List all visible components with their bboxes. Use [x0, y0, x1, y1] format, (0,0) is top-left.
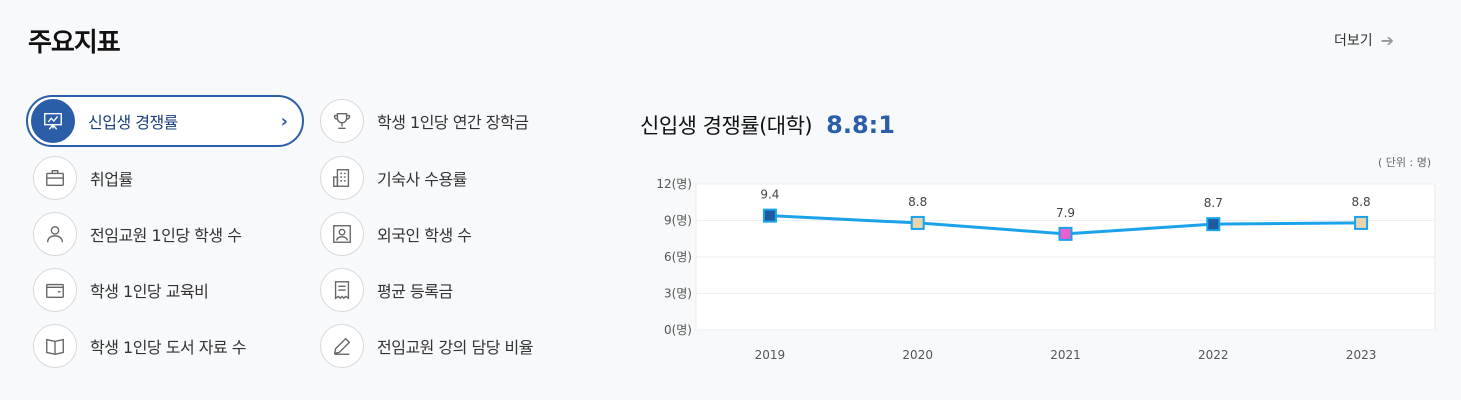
- data-point: [910, 215, 925, 230]
- y-tick-label: 3(명): [664, 287, 692, 301]
- menu-item-average-tuition[interactable]: 평균 등록금: [320, 264, 453, 316]
- unit-label: ( 단위 : 명): [1378, 156, 1432, 169]
- y-tick-label: 12(명): [656, 177, 692, 191]
- page-title: 주요지표: [28, 28, 121, 58]
- briefcase-icon: [33, 156, 77, 200]
- data-label: 8.8: [1352, 195, 1371, 209]
- data-point: [1058, 226, 1073, 241]
- menu-item-scholarship[interactable]: 학생 1인당 연간 장학금: [320, 95, 529, 147]
- menu-item-books-per-student[interactable]: 학생 1인당 도서 자료 수: [33, 320, 247, 372]
- y-tick-label: 9(명): [664, 214, 692, 228]
- data-point: [1354, 215, 1369, 230]
- line-chart: 12(명) 9(명) 6(명) 3(명) 0(명) 2019 2020 2021 2022 202…: [656, 177, 1436, 362]
- building-icon: [320, 156, 364, 200]
- x-tick-label: 2019: [755, 348, 786, 362]
- menu-item-label: 학생 1인당 교육비: [90, 282, 209, 301]
- menu-item-education-cost[interactable]: 학생 1인당 교육비: [33, 264, 209, 316]
- presentation-board-icon: [31, 99, 75, 143]
- data-label: 7.9: [1056, 206, 1075, 220]
- x-tick-label: 2021: [1050, 348, 1081, 362]
- data-label: 8.8: [908, 195, 927, 209]
- menu-item-label: 학생 1인당 연간 장학금: [377, 113, 529, 132]
- menu-item-label: 평균 등록금: [377, 282, 453, 301]
- arrow-right-icon: ➔: [1380, 30, 1395, 50]
- x-tick-label: 2023: [1346, 348, 1377, 362]
- chevron-right-icon: ›: [280, 110, 288, 132]
- menu-item-students-per-faculty[interactable]: 전임교원 1인당 학생 수: [33, 208, 242, 260]
- menu-item-employment-rate[interactable]: 취업률: [33, 152, 133, 204]
- x-tick-label: 2022: [1198, 348, 1229, 362]
- menu-item-label: 기숙사 수용률: [377, 170, 467, 189]
- more-label: 더보기: [1334, 33, 1373, 49]
- indicator-menu: 신입생 경쟁률 › 취업률 전임교원 1인당 학생 수 학생 1인당 교육비 학…: [26, 95, 618, 375]
- data-label: 9.4: [760, 188, 779, 202]
- data-point: [1206, 217, 1221, 232]
- id-card-icon: [320, 212, 364, 256]
- pencil-icon: [320, 324, 364, 368]
- chart-highlight-value: 8.8:1: [826, 111, 895, 139]
- menu-item-dormitory[interactable]: 기숙사 수용률: [320, 152, 467, 204]
- menu-item-label: 외국인 학생 수: [377, 226, 472, 245]
- chart-title: 신입생 경쟁률(대학) 8.8:1: [640, 110, 895, 140]
- chart-title-text: 신입생 경쟁률(대학): [640, 114, 813, 138]
- y-tick-label: 6(명): [664, 250, 692, 264]
- menu-item-label: 전임교원 1인당 학생 수: [90, 226, 242, 245]
- menu-item-label: 신입생 경쟁률: [88, 113, 178, 132]
- y-tick-label: 0(명): [664, 323, 692, 337]
- more-link[interactable]: 더보기 ➔: [1334, 30, 1394, 50]
- receipt-icon: [320, 268, 364, 312]
- wallet-icon: [33, 268, 77, 312]
- data-label: 8.7: [1204, 196, 1223, 210]
- x-tick-label: 2020: [902, 348, 933, 362]
- trophy-icon: [320, 99, 364, 143]
- user-icon: [33, 212, 77, 256]
- book-icon: [33, 324, 77, 368]
- menu-item-label: 전임교원 강의 담당 비율: [377, 338, 533, 357]
- menu-item-label: 취업률: [90, 170, 133, 189]
- menu-item-foreign-students[interactable]: 외국인 학생 수: [320, 208, 472, 260]
- menu-item-label: 학생 1인당 도서 자료 수: [90, 338, 247, 357]
- data-point: [762, 208, 777, 223]
- menu-item-freshman-competition[interactable]: 신입생 경쟁률 ›: [26, 95, 304, 147]
- menu-item-lecture-ratio[interactable]: 전임교원 강의 담당 비율: [320, 320, 533, 372]
